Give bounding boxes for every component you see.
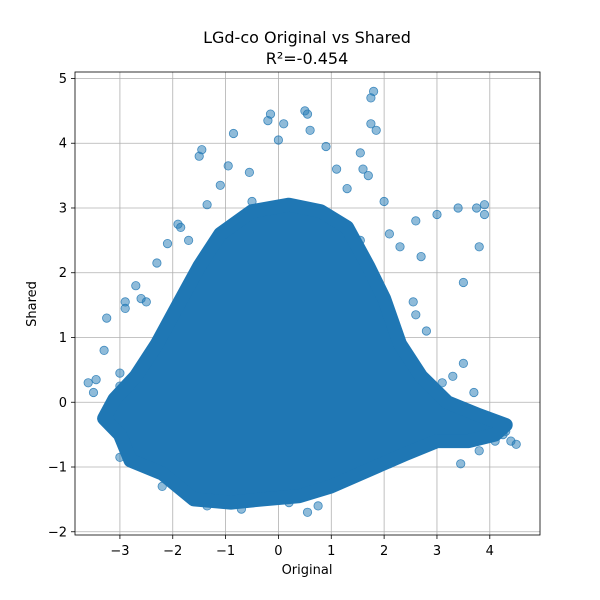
y-tick-label: 2 <box>59 266 67 281</box>
dense-point-cloud <box>97 197 513 510</box>
scatter-point <box>366 119 376 129</box>
scatter-point <box>83 378 93 388</box>
scatter-point <box>115 368 125 378</box>
scatter-point <box>355 148 365 158</box>
x-tick-label: −3 <box>110 544 129 559</box>
scatter-point <box>131 281 141 291</box>
scatter-point <box>313 501 323 511</box>
scatter-point <box>215 180 225 190</box>
x-tick-label: −1 <box>216 544 235 559</box>
y-tick-label: 4 <box>59 137 67 152</box>
x-axis-label: Original <box>282 563 333 578</box>
scatter-point <box>448 371 458 381</box>
scatter-point <box>91 374 101 385</box>
x-tick-label: 1 <box>327 544 335 559</box>
dense-cloud-shape <box>97 197 513 510</box>
x-tick-label: 0 <box>274 544 282 559</box>
scatter-point <box>102 313 112 323</box>
scatter-point <box>305 125 315 135</box>
scatter-point <box>265 109 276 119</box>
x-tick-label: 2 <box>380 544 388 559</box>
scatter-point <box>453 203 463 213</box>
scatter-point <box>302 109 313 119</box>
y-tick-label: −1 <box>48 461 67 476</box>
scatter-point <box>223 161 233 171</box>
scatter-point <box>368 86 379 97</box>
y-tick-label: 5 <box>59 72 67 87</box>
scatter-point <box>474 446 484 456</box>
scatter-point <box>458 277 468 288</box>
scatter-point <box>202 200 212 210</box>
scatter-point <box>456 459 466 469</box>
axis-ticks: −3 −2 −1 0 1 2 3 4 −2 −1 0 1 2 3 4 5 <box>48 72 494 559</box>
scatter-point <box>176 222 186 232</box>
scatter-point <box>395 242 405 252</box>
scatter-point <box>184 235 194 245</box>
y-tick-label: 3 <box>59 201 67 216</box>
scatter-point <box>88 387 99 398</box>
scatter-point <box>358 164 368 174</box>
scatter-point <box>371 125 381 135</box>
scatter-point <box>479 209 490 220</box>
scatter-point <box>244 167 254 177</box>
scatter-point <box>437 378 447 388</box>
x-tick-label: 3 <box>433 544 441 559</box>
chart-title: LGd-co Original vs Shared <box>203 28 411 47</box>
scatter-point <box>458 358 468 368</box>
scatter-point <box>479 200 490 210</box>
x-tick-label: −2 <box>163 544 182 559</box>
scatter-point <box>421 326 431 336</box>
scatter-point <box>273 135 283 145</box>
scatter-point <box>363 171 373 181</box>
scatter-point <box>408 297 418 307</box>
scatter-point <box>197 145 207 155</box>
y-tick-label: 0 <box>59 396 67 411</box>
scatter-point <box>469 387 479 398</box>
x-tick-label: 4 <box>486 544 494 559</box>
scatter-point <box>331 164 342 174</box>
scatter-point <box>228 128 239 139</box>
y-tick-label: −2 <box>48 525 67 540</box>
scatter-point <box>120 303 130 313</box>
scatter-point <box>511 439 521 449</box>
scatter-point <box>384 229 394 239</box>
chart-subtitle: R²=-0.454 <box>266 49 349 68</box>
scatter-point <box>141 297 151 307</box>
scatter-point <box>162 239 173 249</box>
scatter-point <box>342 184 352 194</box>
scatter-point <box>321 141 331 152</box>
scatter-point <box>474 242 484 252</box>
scatter-point <box>99 345 109 355</box>
y-axis-label: Shared <box>25 281 40 327</box>
y-tick-label: 1 <box>59 331 67 346</box>
scatter-point <box>411 216 421 226</box>
scatter-point <box>302 507 313 517</box>
scatter-point <box>471 203 482 213</box>
scatter-point <box>279 119 289 129</box>
scatter-point <box>152 258 162 268</box>
scatter-point <box>432 209 442 220</box>
scatter-point <box>411 310 421 320</box>
plot-frame <box>74 71 541 536</box>
scatter-point <box>379 196 389 207</box>
scatter-point <box>416 252 426 262</box>
